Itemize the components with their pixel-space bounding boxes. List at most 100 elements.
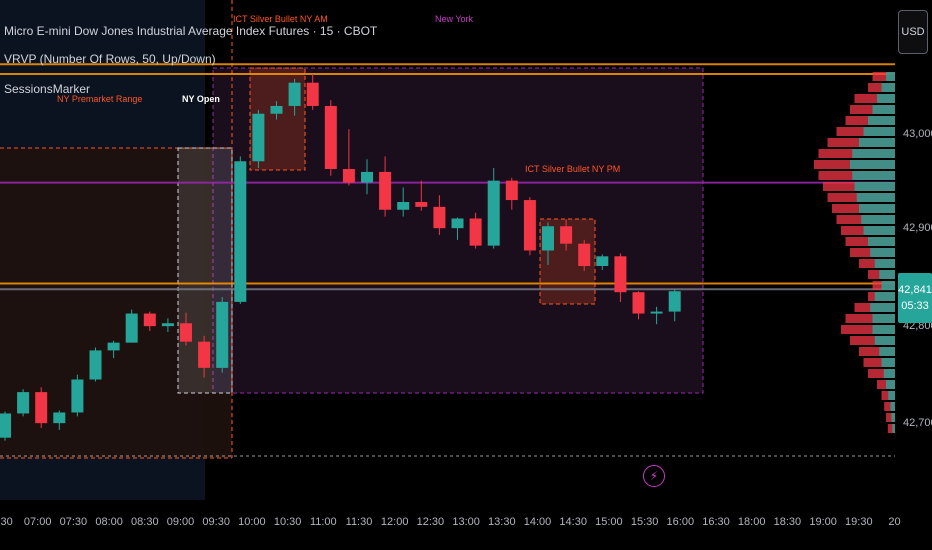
y-tick-label: 42,800 [903, 320, 932, 332]
volume-profile-bar-up [868, 237, 895, 246]
indicator-vrvp-label[interactable]: VRVP (Number Of Rows, 50, Up/Down) [4, 52, 216, 66]
symbol-title[interactable]: Micro E-mini Dow Jones Industrial Averag… [4, 24, 378, 38]
volume-profile-bar-up [874, 336, 895, 345]
candle-body [216, 301, 229, 368]
volume-profile-bar-up [879, 270, 895, 279]
candle-body [397, 201, 410, 210]
volume-profile-bar-up [886, 72, 895, 81]
candle-body [234, 161, 247, 302]
candle-body [578, 243, 591, 267]
volume-profile-bar-up [881, 358, 895, 367]
volume-profile-bar-up [872, 314, 895, 323]
volume-profile-bar-up [883, 369, 895, 378]
annotation-silver-bullet-am: ICT Silver Bullet NY AM [233, 14, 328, 24]
candle-body [89, 350, 102, 380]
volume-profile-bar-down [850, 336, 895, 345]
volume-profile-bar-up [874, 292, 895, 301]
volume-profile-bar-up [868, 116, 895, 125]
candle-body [415, 201, 428, 207]
candle-body [324, 105, 337, 170]
x-tick-label: 19:00 [809, 516, 837, 528]
volume-profile-bar-up [852, 171, 895, 180]
candle-body [342, 169, 355, 183]
candle-body [542, 226, 554, 251]
volume-profile-bar-up [877, 94, 895, 103]
x-tick-label: 18:00 [737, 516, 766, 528]
x-tick-label: 11:30 [345, 516, 373, 528]
annotation-ny-premarket-range: NY Premarket Range [57, 94, 143, 104]
annotation-silver-bullet-pm: ICT Silver Bullet NY PM [525, 164, 621, 174]
x-tick-label: 15:30 [630, 516, 659, 528]
volume-profile-bar-down [854, 94, 895, 103]
candle-body [379, 171, 392, 210]
last-price-value: 42,841 [898, 284, 932, 296]
x-tick-label: 08:30 [131, 516, 159, 528]
x-tick-label: 6:30 [0, 516, 13, 528]
currency-button[interactable]: USD [898, 10, 928, 54]
volume-profile-bar-down [845, 314, 895, 323]
volume-profile-bar-up [863, 226, 895, 235]
x-tick-label: 19:30 [845, 516, 873, 528]
candle-body [433, 206, 446, 229]
x-tick-label: 15:00 [595, 516, 623, 528]
volume-profile-bar-up [888, 391, 895, 400]
x-tick-label: 16:00 [666, 516, 695, 528]
candle-body [107, 342, 120, 351]
candle-body [270, 105, 283, 114]
candle-body [523, 200, 536, 251]
candle-body [198, 341, 211, 368]
volume-profile-bar-up [859, 138, 895, 147]
volume-profile-bar-up [872, 325, 895, 334]
volume-profile-bar-down [841, 325, 895, 334]
volume-profile-bar-up [863, 127, 895, 136]
volume-profile-bar-up [852, 149, 895, 158]
candle-body [161, 323, 174, 327]
candle-body [668, 291, 681, 312]
volume-profile-bar-up [874, 259, 895, 268]
candle-body [180, 323, 192, 342]
volume-profile-bar-up [856, 193, 895, 202]
volume-profile-bar-up [879, 347, 895, 356]
candle-body [0, 413, 11, 438]
candle-body [632, 292, 645, 314]
volume-profile-bar-up [881, 281, 895, 290]
y-tick-label: 42,700 [903, 417, 932, 429]
candle-body [505, 180, 518, 201]
candle-body [288, 82, 301, 106]
indicator-sessions-label[interactable]: SessionsMarker [4, 82, 91, 96]
x-tick-label: 20 [888, 516, 901, 528]
lightning-icon[interactable]: ⚡ [643, 465, 665, 487]
candle-body [53, 412, 66, 424]
volume-profile-bar-down [868, 369, 895, 378]
last-price-label: 42,841 05:33 [898, 273, 932, 323]
candle-body [469, 218, 482, 246]
volume-profile-bar-down [887, 424, 895, 433]
volume-profile-bar-up [870, 303, 895, 312]
volume-profile-bar-up [881, 83, 895, 92]
candle-body [560, 226, 573, 244]
bar-countdown: 05:33 [901, 300, 929, 312]
candle-body [451, 218, 464, 229]
candle-body [17, 392, 30, 414]
volume-profile-bar-up [886, 380, 895, 389]
x-tick-label: 13:30 [488, 516, 516, 528]
candle-body [252, 113, 265, 162]
x-tick-label: 13:00 [452, 516, 480, 528]
volume-profile-bar-up [891, 413, 895, 422]
volume-profile-bar-down [884, 402, 895, 411]
candle-body [361, 171, 373, 183]
annotation-ny-open: NY Open [182, 94, 220, 104]
volume-profile-bar-up [890, 402, 895, 411]
candle-body [596, 256, 609, 267]
x-tick-label: 07:00 [23, 516, 52, 528]
candle-body [71, 379, 84, 413]
x-tick-label: 08:00 [95, 516, 123, 528]
x-tick-label: 10:30 [273, 516, 302, 528]
x-tick-label: 14:00 [523, 516, 552, 528]
volume-profile-bar-up [870, 248, 895, 257]
candle-body [306, 82, 319, 106]
x-tick-label: 12:00 [380, 516, 409, 528]
x-tick-label: 11:00 [309, 516, 337, 528]
candle-body [35, 392, 48, 424]
